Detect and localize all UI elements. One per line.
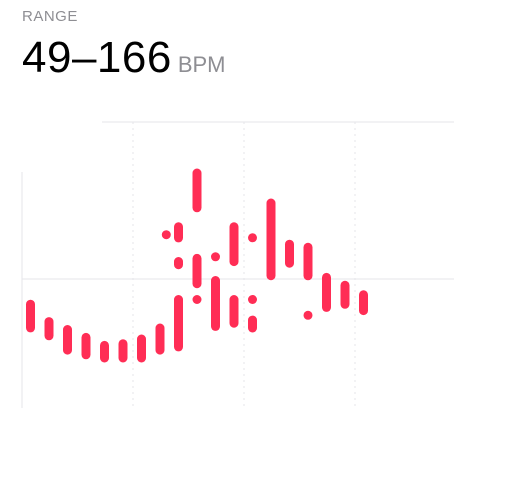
range-dot xyxy=(303,310,313,320)
range-bar xyxy=(81,332,91,360)
range-value-row: 49–166 BPM xyxy=(22,34,226,82)
range-bar xyxy=(303,242,313,281)
range-bar xyxy=(63,325,72,355)
range-bar xyxy=(155,323,165,355)
range-label: RANGE xyxy=(22,8,78,25)
range-bar xyxy=(359,290,368,316)
range-dot xyxy=(211,252,220,262)
range-bar xyxy=(174,222,183,243)
range-dot xyxy=(248,295,257,304)
range-value: 49–166 xyxy=(22,33,172,82)
range-bar xyxy=(137,334,146,363)
chart-grid xyxy=(21,121,454,408)
range-bar xyxy=(100,340,109,363)
range-unit: BPM xyxy=(177,52,226,77)
range-bar xyxy=(192,253,202,289)
range-header: RANGE 49–166 BPM xyxy=(22,8,226,82)
range-bar xyxy=(26,299,35,333)
range-bar xyxy=(192,168,202,213)
range-bar xyxy=(44,317,54,341)
range-bar xyxy=(266,198,276,281)
range-dot xyxy=(192,295,202,304)
range-bar xyxy=(285,239,294,268)
range-dot xyxy=(161,230,171,240)
range-bar xyxy=(322,272,331,312)
range-bar xyxy=(118,339,128,363)
range-bar xyxy=(174,295,183,352)
range-bar xyxy=(229,222,239,267)
range-bar xyxy=(174,257,183,270)
range-bar xyxy=(229,295,239,328)
range-bar xyxy=(340,280,350,309)
range-dot xyxy=(248,233,257,243)
range-bar xyxy=(211,276,220,331)
range-bar xyxy=(248,315,257,333)
chart-marks xyxy=(26,168,368,363)
